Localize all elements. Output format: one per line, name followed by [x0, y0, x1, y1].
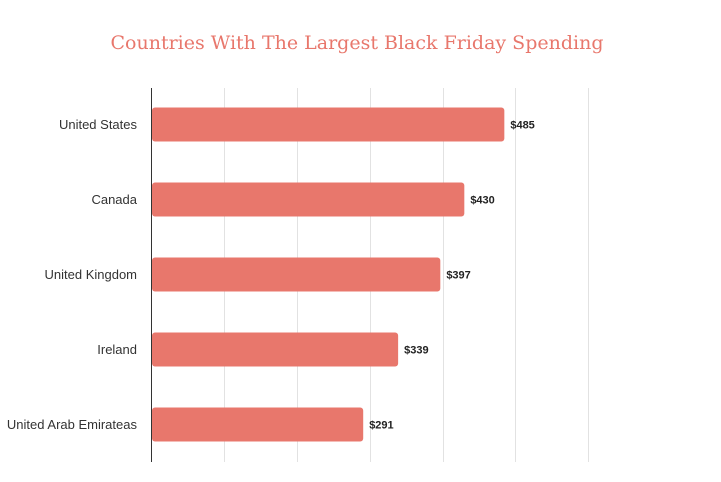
bars [152, 107, 505, 442]
category-label: United States [59, 117, 138, 132]
value-label: $397 [446, 270, 470, 282]
category-label: Ireland [97, 342, 137, 357]
value-label: $430 [470, 195, 494, 207]
category-label: Canada [91, 192, 137, 207]
category-label: United Kingdom [45, 267, 138, 282]
category-labels: United States Canada United Kingdom Ireland… [7, 117, 138, 432]
value-label: $485 [510, 120, 534, 132]
value-label: $339 [404, 345, 428, 357]
chart-title: Countries With The Largest Black Friday … [111, 32, 604, 54]
value-labels: $485 $430 $397 $339 $291 [369, 120, 535, 432]
bar-canada [152, 182, 465, 217]
bar-united-kingdom [152, 257, 441, 292]
bar-ireland [152, 332, 399, 367]
bar-united-states [152, 107, 505, 142]
value-label: $291 [369, 420, 393, 432]
category-label: United Arab Emirateas [7, 417, 138, 432]
bar-united-arab-emirateas [152, 407, 364, 442]
